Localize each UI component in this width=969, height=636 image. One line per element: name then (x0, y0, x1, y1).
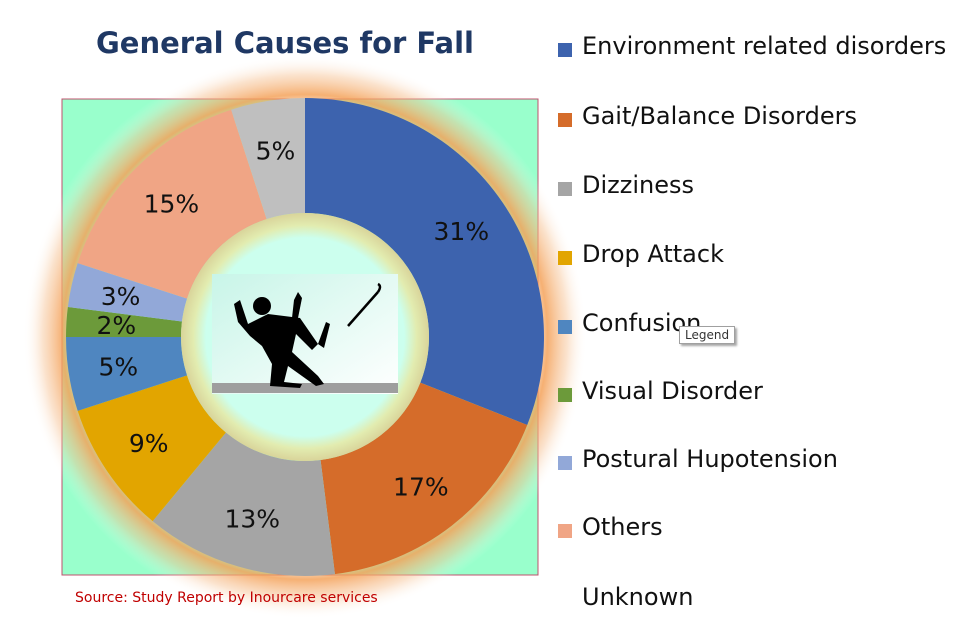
slice-dizziness (152, 432, 335, 576)
slice-confusion (66, 337, 188, 411)
data-label-confusion: 5% (98, 353, 138, 382)
legend-label: Confusion (582, 309, 702, 337)
data-label-others: 15% (144, 189, 200, 218)
legend-tooltip: Legend (679, 326, 736, 344)
data-label-gait-balance-disorders: 17% (393, 472, 449, 501)
slice-visual-disorder (66, 307, 182, 337)
data-label-drop-attack: 9% (129, 429, 169, 458)
slice-unknown (231, 98, 305, 220)
slice-gait-balance-disorders (320, 382, 528, 575)
legend-swatch (558, 251, 572, 265)
legend-label: Dizziness (582, 171, 694, 199)
chart-title: General Causes for Fall (96, 26, 474, 60)
legend-label: Others (582, 513, 663, 541)
slice-environment-related-disorders (305, 98, 544, 425)
data-label-postural-hupotension: 3% (101, 282, 141, 311)
data-label-visual-disorder: 2% (97, 311, 137, 340)
legend-label: Drop Attack (582, 240, 724, 268)
legend-swatch (558, 320, 572, 334)
legend-label: Environment related disorders (582, 32, 947, 60)
source-note: Source: Study Report by Inourcare servic… (75, 590, 378, 606)
legend-swatch (558, 456, 572, 470)
legend-swatch (558, 43, 572, 57)
legend-label: Unknown (582, 583, 694, 611)
data-label-dizziness: 13% (224, 504, 280, 533)
legend-label: Gait/Balance Disorders (582, 102, 857, 130)
legend-swatch (558, 388, 572, 402)
slice-others (77, 109, 267, 299)
legend-swatch (558, 182, 572, 196)
legend-swatch (558, 524, 572, 538)
legend-swatch (558, 594, 572, 608)
legend-swatch (558, 113, 572, 127)
falling-person-with-cane-icon (212, 274, 398, 394)
data-label-environment-related-disorders: 31% (434, 217, 490, 246)
legend-label: Visual Disorder (582, 377, 763, 405)
slice-drop-attack (77, 375, 226, 522)
data-label-unknown: 5% (256, 136, 296, 165)
slice-postural-hupotension (67, 263, 188, 322)
legend-label: Postural Hupotension (582, 445, 838, 473)
